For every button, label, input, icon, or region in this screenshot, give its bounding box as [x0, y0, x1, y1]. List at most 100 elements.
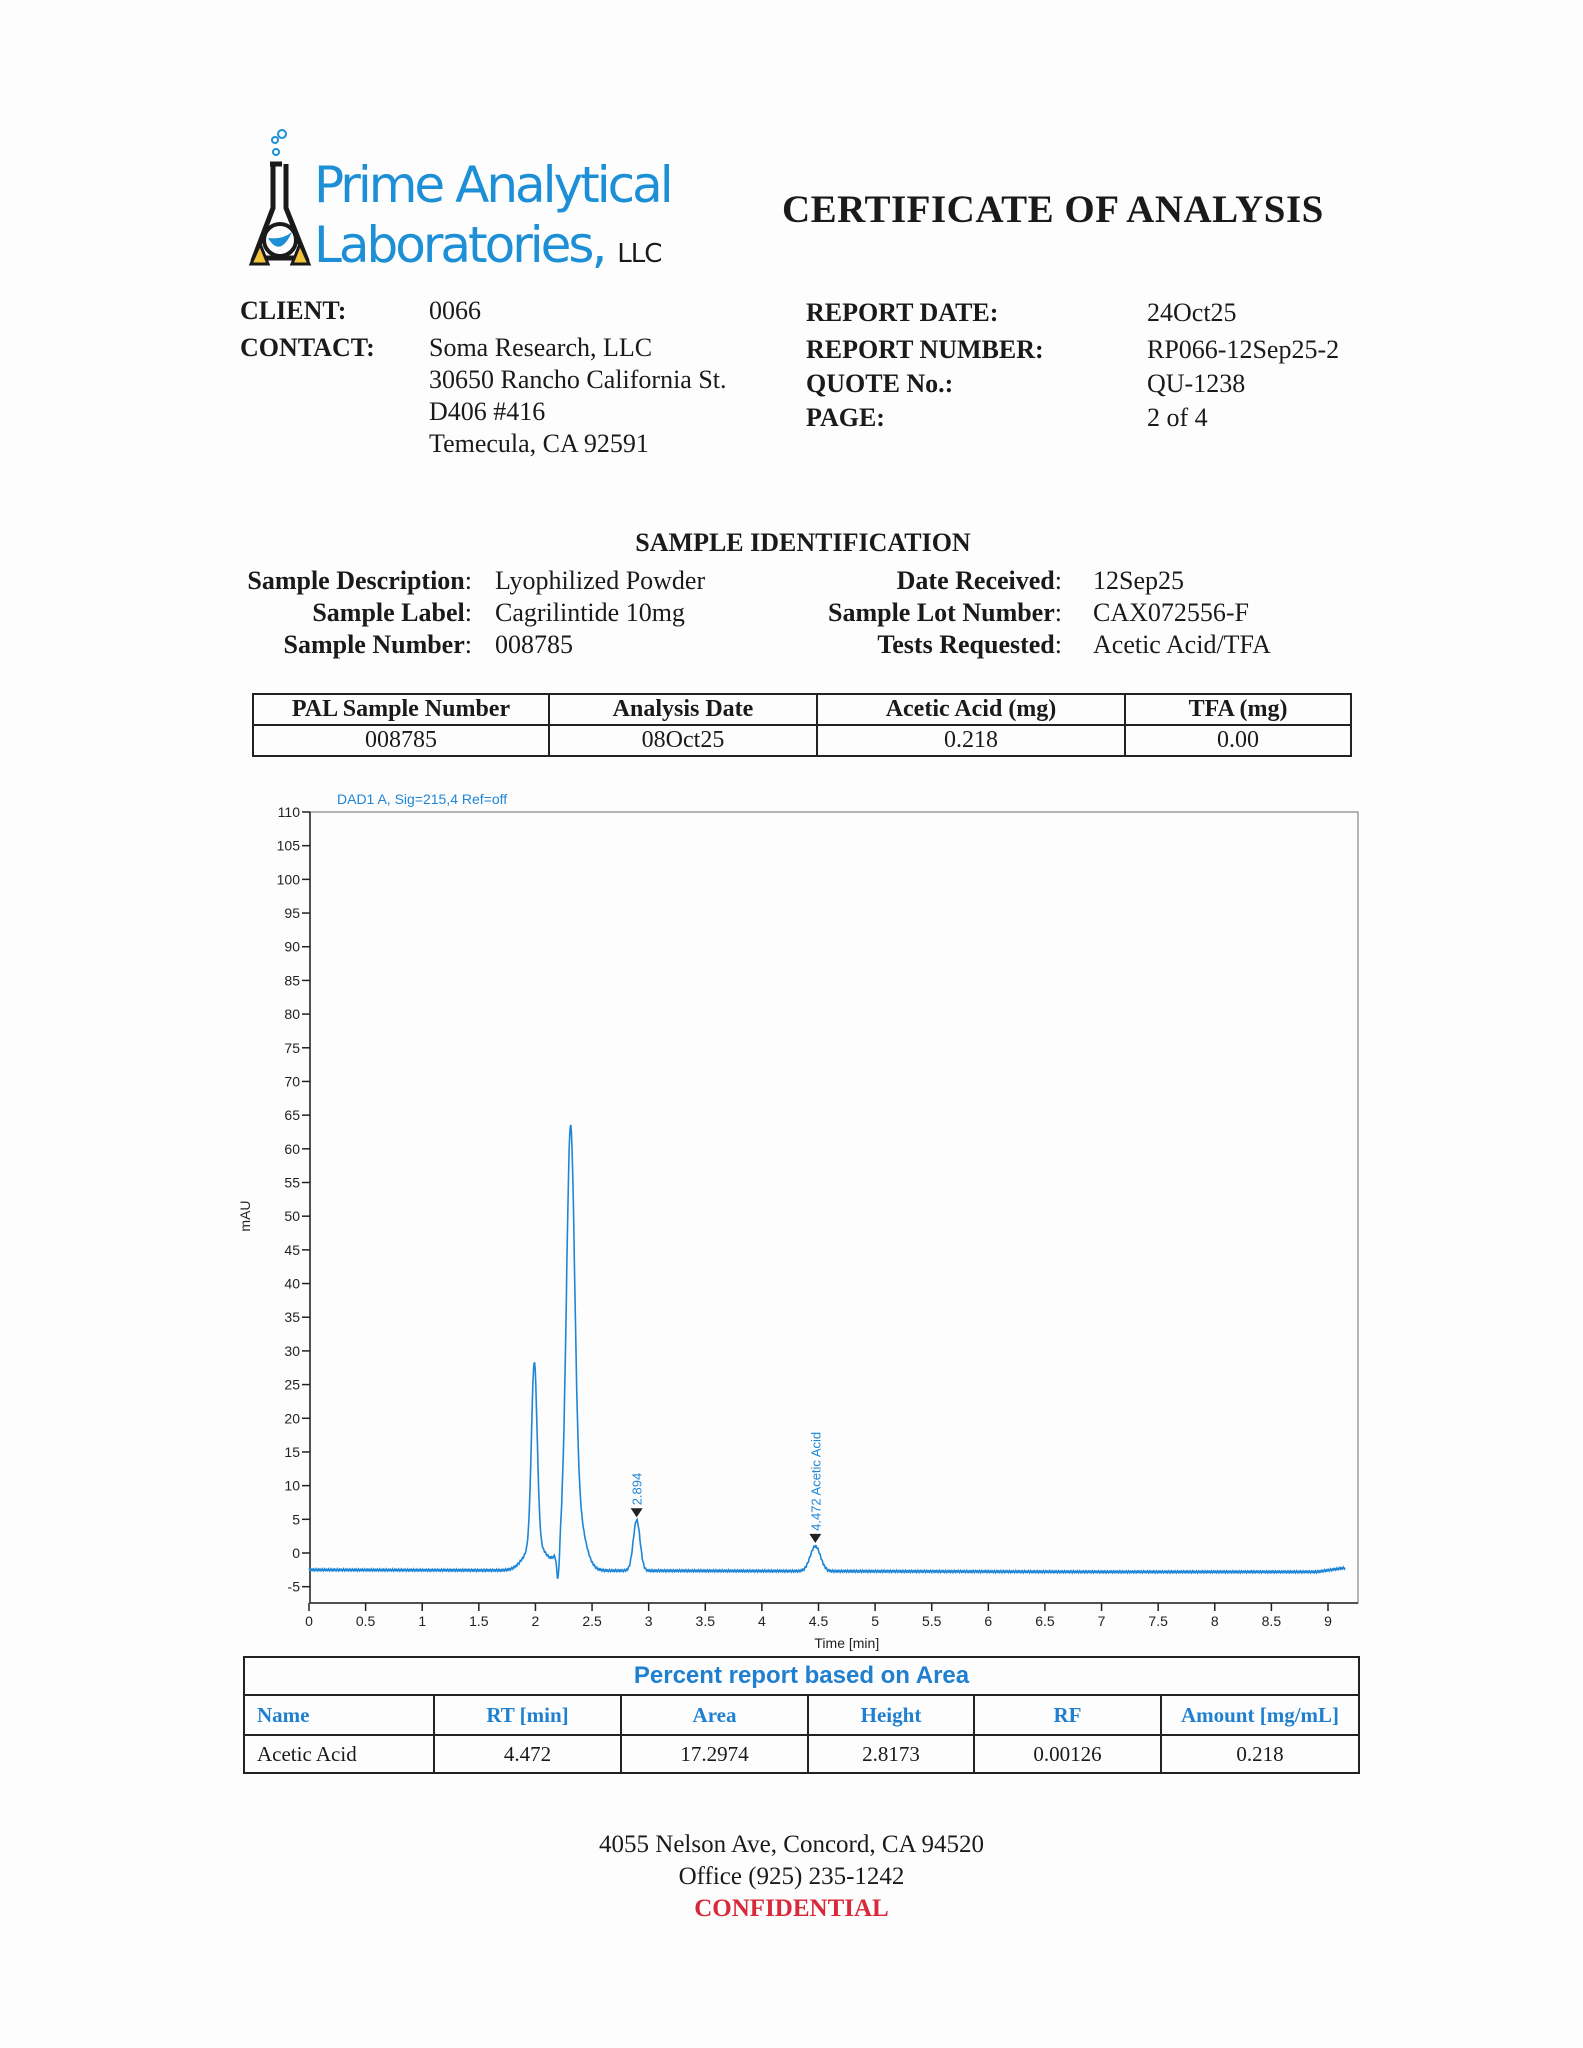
x-tick-label: 1.5: [469, 1613, 489, 1629]
table-row: Acetic Acid 4.472 17.2974 2.8173 0.00126…: [243, 1734, 1360, 1774]
peak-marker-icon: [630, 1508, 643, 1518]
sample-identification-heading: SAMPLE IDENTIFICATION: [635, 528, 971, 557]
sample-field-value: 12Sep25: [1093, 566, 1184, 595]
y-tick-label: 80: [284, 1006, 300, 1022]
x-tick-label: 8: [1211, 1613, 1219, 1629]
header-cell: RF: [973, 1694, 1162, 1736]
y-tick-label: 65: [284, 1107, 300, 1123]
peak-label: 4.472 Acetic Acid: [808, 1432, 823, 1531]
chromatogram-chart: 1101051009590858075706560555045403530252…: [237, 791, 1359, 1651]
y-tick-label: 75: [284, 1040, 300, 1056]
sample-field-label: Sample Description:: [247, 566, 472, 595]
colon: :: [464, 598, 472, 627]
footer-address: 4055 Nelson Ave, Concord, CA 94520: [599, 1831, 984, 1858]
x-tick-label: 5.5: [922, 1613, 942, 1629]
y-tick-label: 30: [284, 1343, 300, 1359]
y-tick-label: 10: [284, 1478, 300, 1494]
cell: 2.8173: [807, 1734, 975, 1774]
x-tick-label: 6.5: [1035, 1613, 1055, 1629]
cell: 0.218: [816, 724, 1126, 757]
y-tick-label: 100: [277, 871, 301, 887]
y-tick-label: 15: [284, 1444, 300, 1460]
cell: 0.00126: [973, 1734, 1162, 1774]
logo-word-prime: Prime: [314, 156, 445, 214]
logo-word-laboratories: Laboratories,: [314, 216, 607, 274]
header-cell: Height: [807, 1694, 975, 1736]
sample-field-value: CAX072556-F: [1093, 598, 1250, 627]
y-axis-label: mAU: [237, 1200, 253, 1231]
results-title-row: Percent report based on Area: [243, 1656, 1360, 1696]
peak-marker-icon: [809, 1533, 822, 1543]
y-tick-label: 95: [284, 905, 300, 921]
page-value: 2 of 4: [1147, 403, 1208, 432]
x-tick-label: 2.5: [582, 1613, 602, 1629]
y-tick-label: 70: [284, 1073, 300, 1089]
contact-label: CONTACT:: [240, 333, 375, 362]
chromatogram-trace: [308, 1124, 1346, 1579]
header-cell: Analysis Date: [548, 693, 818, 726]
cell: 17.2974: [620, 1734, 809, 1774]
x-tick-label: 2: [532, 1613, 540, 1629]
cell: 4.472: [433, 1734, 622, 1774]
table-header-row: PAL Sample Number Analysis Date Acetic A…: [252, 693, 1352, 726]
colon: :: [1054, 566, 1062, 595]
sample-field-value: Cagrilintide 10mg: [495, 598, 685, 627]
x-tick-label: 3.5: [696, 1613, 716, 1629]
sample-field-value: Lyophilized Powder: [495, 566, 706, 595]
report-number-value: RP066-12Sep25-2: [1147, 335, 1340, 364]
colon: :: [464, 630, 472, 659]
logo-line1: Prime Analytical: [314, 160, 674, 210]
sample-field-label: Sample Label:: [312, 598, 472, 627]
x-tick-label: 6: [984, 1613, 992, 1629]
y-tick-label: 60: [284, 1141, 300, 1157]
confidential-label: CONFIDENTIAL: [694, 1895, 889, 1922]
results-table: Percent report based on Area Name RT [mi…: [243, 1656, 1360, 1774]
sample-field-label: Sample Number:: [283, 630, 472, 659]
y-tick-label: 85: [284, 972, 300, 988]
cell: 0.00: [1124, 724, 1352, 757]
x-tick-label: 9: [1324, 1613, 1332, 1629]
cell: 0.218: [1160, 1734, 1360, 1774]
page-label: PAGE:: [806, 403, 885, 432]
header-cell: Area: [620, 1694, 809, 1736]
x-tick-label: 7: [1098, 1613, 1106, 1629]
x-tick-label: 4.5: [809, 1613, 829, 1629]
table-row: 008785 08Oct25 0.218 0.00: [252, 724, 1352, 757]
sample-field-label: Tests Requested:: [877, 630, 1062, 659]
x-tick-label: 0: [305, 1613, 313, 1629]
quote-value: QU-1238: [1147, 369, 1246, 398]
table-header-row: Name RT [min] Area Height RF Amount [mg/…: [243, 1694, 1360, 1736]
report-date-label: REPORT DATE:: [806, 298, 999, 327]
summary-table: PAL Sample Number Analysis Date Acetic A…: [252, 693, 1352, 757]
header-cell: Acetic Acid (mg): [816, 693, 1126, 726]
y-tick-label: 50: [284, 1208, 300, 1224]
cell: Acetic Acid: [243, 1734, 435, 1774]
header-cell: RT [min]: [433, 1694, 622, 1736]
sample-field-label: Sample Lot Number:: [827, 598, 1062, 627]
y-tick-label: 5: [292, 1511, 300, 1527]
peak-label: 2.894: [630, 1473, 645, 1506]
y-tick-label: 55: [284, 1175, 300, 1191]
y-tick-label: 105: [277, 838, 301, 854]
x-tick-label: 7.5: [1148, 1613, 1168, 1629]
y-tick-label: 90: [284, 939, 300, 955]
client-value: 0066: [429, 296, 481, 325]
report-date-value: 24Oct25: [1147, 298, 1237, 327]
footer-office: Office (925) 235-1242: [678, 1863, 905, 1890]
y-tick-label: 20: [284, 1410, 300, 1426]
y-tick-label: -5: [288, 1579, 301, 1595]
x-tick-label: 1: [418, 1613, 426, 1629]
logo-line2: Laboratories, LLC: [314, 220, 662, 270]
logo-word-analytical: Analytical: [455, 156, 674, 214]
chart-signal-title: DAD1 A, Sig=215,4 Ref=off: [337, 791, 507, 807]
quote-label: QUOTE No.:: [806, 369, 954, 398]
plot-frame: [309, 811, 1359, 1604]
header-cell: TFA (mg): [1124, 693, 1352, 726]
x-tick-label: 4: [758, 1613, 766, 1629]
x-axis-label: Time [min]: [814, 1635, 879, 1651]
document-title: CERTIFICATE OF ANALYSIS: [782, 188, 1324, 231]
y-tick-label: 0: [292, 1545, 300, 1561]
x-tick-label: 0.5: [356, 1613, 376, 1629]
y-tick-label: 110: [278, 804, 301, 820]
colon: :: [1054, 598, 1062, 627]
